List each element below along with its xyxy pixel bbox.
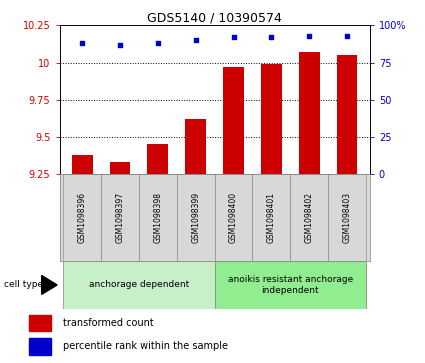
Bar [29, 314, 51, 331]
Text: GSM1098399: GSM1098399 [191, 192, 200, 243]
Point [154, 40, 161, 46]
Bar [299, 52, 320, 174]
FancyBboxPatch shape [252, 174, 290, 261]
Bar [337, 55, 357, 174]
Point [230, 34, 237, 40]
FancyBboxPatch shape [177, 174, 215, 261]
Polygon shape [42, 276, 57, 294]
Point [306, 33, 313, 39]
FancyBboxPatch shape [139, 174, 177, 261]
Bar [110, 162, 130, 174]
Point [79, 40, 85, 46]
FancyBboxPatch shape [215, 174, 252, 261]
Bar [261, 64, 282, 174]
Point [344, 33, 351, 39]
FancyBboxPatch shape [63, 174, 101, 261]
Text: anoikis resistant anchorage
independent: anoikis resistant anchorage independent [228, 275, 353, 295]
Bar [29, 338, 51, 355]
Text: GSM1098403: GSM1098403 [343, 192, 351, 243]
FancyBboxPatch shape [215, 261, 366, 309]
Bar [223, 67, 244, 174]
FancyBboxPatch shape [328, 174, 366, 261]
Bar [147, 144, 168, 174]
FancyBboxPatch shape [101, 174, 139, 261]
Text: GSM1098401: GSM1098401 [267, 192, 276, 243]
Text: GSM1098402: GSM1098402 [305, 192, 314, 243]
Text: GSM1098397: GSM1098397 [116, 192, 125, 243]
Text: cell type: cell type [4, 281, 43, 289]
Text: GSM1098396: GSM1098396 [78, 192, 87, 243]
Title: GDS5140 / 10390574: GDS5140 / 10390574 [147, 11, 282, 24]
Text: transformed count: transformed count [63, 318, 154, 328]
Text: GSM1098400: GSM1098400 [229, 192, 238, 243]
Point [192, 37, 199, 43]
Text: GSM1098398: GSM1098398 [153, 192, 162, 243]
Bar [185, 119, 206, 174]
Text: anchorage dependent: anchorage dependent [89, 281, 189, 289]
Text: percentile rank within the sample: percentile rank within the sample [63, 341, 228, 351]
Point [116, 42, 123, 48]
FancyBboxPatch shape [290, 174, 328, 261]
Bar [72, 155, 93, 174]
Point [268, 34, 275, 40]
FancyBboxPatch shape [63, 261, 215, 309]
